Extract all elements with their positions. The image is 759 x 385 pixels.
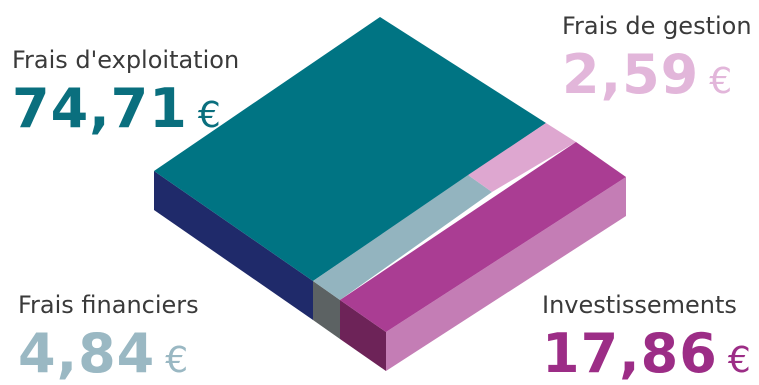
name-frais-exploitation: Frais d'exploitation [12,46,240,74]
label-investissements: Investissements 17,86 € [542,293,752,381]
name-frais-gestion: Frais de gestion [562,12,752,40]
side-investissements-right [386,177,626,371]
top-frais-exploitation [154,17,546,281]
name-frais-financiers: Frais financiers [18,291,199,319]
value-frais-gestion: 2,59 € [562,43,734,106]
label-frais-financiers: Frais financiers 4,84 € [18,293,199,381]
side-investissements-left [340,300,386,371]
top-frais-financiers [313,175,492,300]
side-frais-exploitation [154,171,313,320]
label-frais-gestion: Frais de gestion 2,59 € [562,14,752,102]
top-investissements [340,142,626,332]
value-frais-financiers: 4,84 € [18,322,190,385]
label-frais-exploitation: Frais d'exploitation 74,71 € [12,48,239,136]
top-frais-gestion [468,123,576,192]
side-frais-financiers [313,281,340,339]
name-investissements: Investissements [542,291,737,319]
value-investissements: 17,86 € [542,322,752,385]
value-frais-exploitation: 74,71 € [12,77,222,140]
